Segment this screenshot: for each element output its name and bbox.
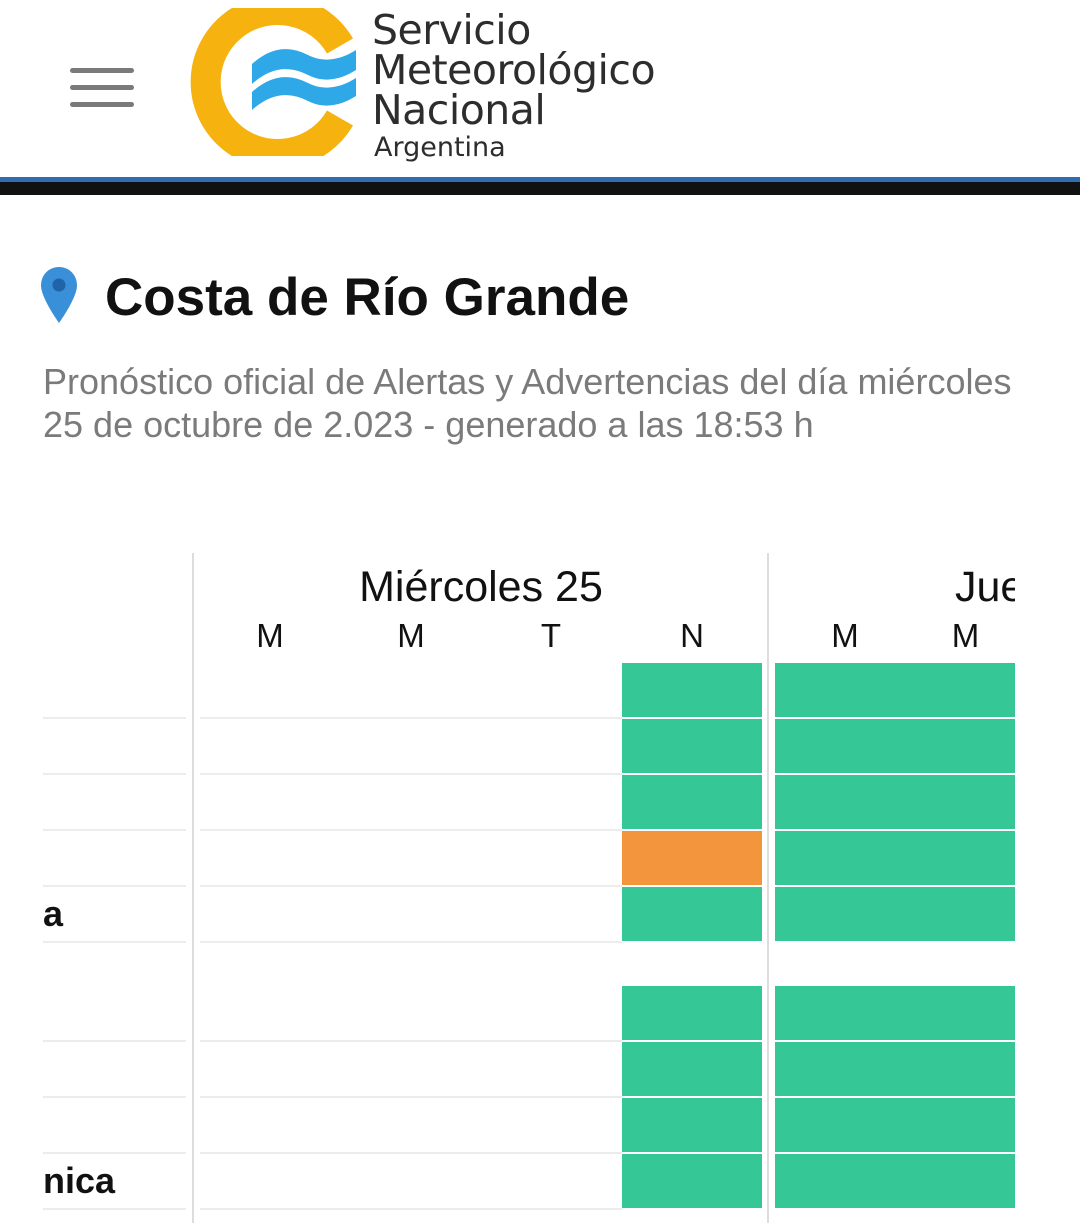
alert-cell-green[interactable] — [622, 663, 762, 717]
alert-cell-green[interactable] — [916, 831, 1015, 885]
alert-cell-green[interactable] — [916, 1154, 1015, 1208]
row-separator — [200, 829, 622, 831]
row-label: a — [43, 893, 64, 934]
row-separator — [43, 717, 186, 719]
day-header-thursday-clip: Jueves — [775, 550, 1015, 620]
row-separator — [200, 1040, 622, 1042]
alert-cell-green[interactable] — [916, 663, 1015, 717]
day-header-wednesday: Miércoles 25 — [359, 563, 603, 611]
row-separator — [200, 941, 622, 943]
alert-cell-green[interactable] — [622, 775, 762, 829]
alert-cell-green[interactable] — [775, 1154, 916, 1208]
period-label: N — [680, 617, 704, 654]
row-separator — [43, 773, 186, 775]
row-separator — [43, 1208, 186, 1210]
period-label: M — [397, 617, 425, 654]
row-separator — [43, 1040, 186, 1042]
alert-cell-orange[interactable] — [622, 831, 762, 885]
alert-cell-green[interactable] — [622, 887, 762, 941]
alert-cell-green[interactable] — [622, 1154, 762, 1208]
period-label: M — [831, 617, 859, 654]
alerts-grid: Miércoles 25 Jueves M M T N M M a nica — [0, 550, 1080, 1225]
grid-divider-day — [767, 553, 769, 1223]
row-separator — [200, 885, 622, 887]
day-header-thursday: Jueves — [955, 563, 1015, 611]
alert-cell-green[interactable] — [775, 1098, 916, 1152]
alert-cell-green[interactable] — [916, 719, 1015, 773]
logo-country: Argentina — [374, 132, 506, 163]
alert-cell-green[interactable] — [775, 1042, 916, 1096]
alert-cell-green[interactable] — [622, 719, 762, 773]
alert-cell-green[interactable] — [775, 775, 916, 829]
row-separator — [200, 717, 622, 719]
logo-line-2: Meteorológico — [372, 46, 656, 94]
period-label: M — [256, 617, 284, 654]
row-separator — [200, 1208, 622, 1210]
smn-logo[interactable]: Servicio Meteorológico Nacional Argentin… — [190, 8, 690, 168]
alert-cell-green[interactable] — [775, 986, 916, 1040]
row-separator — [43, 885, 186, 887]
alert-cell-green[interactable] — [916, 986, 1015, 1040]
row-label: nica — [43, 1160, 116, 1201]
alert-cell-green[interactable] — [916, 1098, 1015, 1152]
site-header: Servicio Meteorológico Nacional Argentin… — [0, 0, 1080, 180]
alert-cell-green[interactable] — [622, 986, 762, 1040]
location-title: Costa de Río Grande — [105, 268, 630, 327]
header-divider-black — [0, 182, 1080, 195]
logo-wordmark: Servicio Meteorológico Nacional Argentin… — [372, 6, 656, 164]
alert-cell-green[interactable] — [775, 887, 916, 941]
alert-cell-green[interactable] — [916, 775, 1015, 829]
row-separator — [200, 1096, 622, 1098]
forecast-subtitle: Pronóstico oficial de Alertas y Adverten… — [43, 361, 1012, 445]
row-separator — [200, 773, 622, 775]
period-label: T — [540, 617, 562, 654]
row-separator — [43, 1096, 186, 1098]
smn-logo-icon — [190, 8, 356, 156]
row-separator — [43, 941, 186, 943]
alert-cell-green[interactable] — [622, 1042, 762, 1096]
header-divider-blue — [0, 177, 1080, 182]
grid-divider-left — [192, 553, 194, 1223]
row-separator — [200, 1152, 622, 1154]
logo-line-1: Servicio — [372, 6, 531, 54]
row-separator — [43, 1152, 186, 1154]
map-pin-icon — [41, 267, 77, 323]
logo-line-3: Nacional — [372, 86, 546, 134]
period-label: M — [951, 618, 980, 654]
alert-cell-green[interactable] — [775, 719, 916, 773]
hamburger-menu-icon[interactable] — [70, 68, 134, 108]
row-separator — [43, 829, 186, 831]
alert-cell-green[interactable] — [622, 1098, 762, 1152]
alert-cell-green[interactable] — [916, 1042, 1015, 1096]
alert-cell-green[interactable] — [775, 831, 916, 885]
alert-cell-green[interactable] — [916, 887, 1015, 941]
alert-cell-green[interactable] — [775, 663, 916, 717]
